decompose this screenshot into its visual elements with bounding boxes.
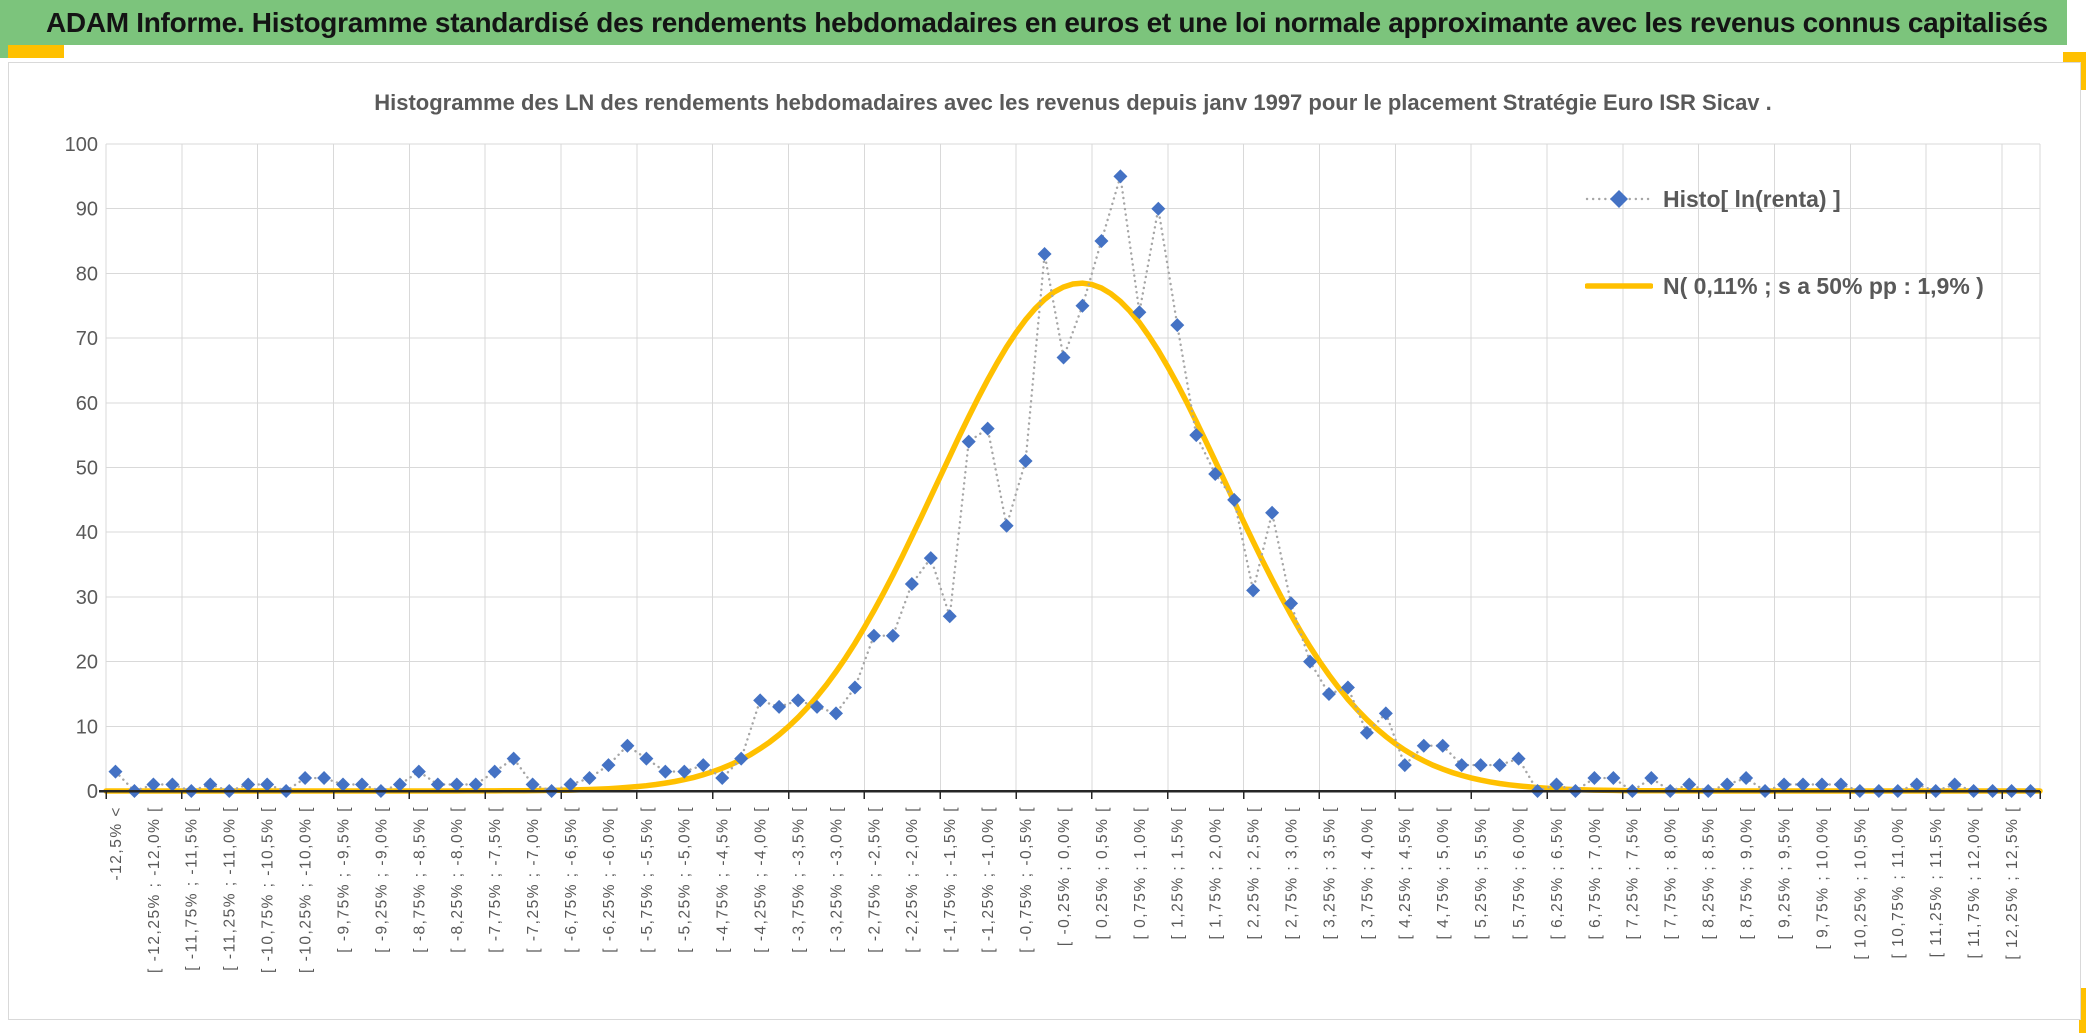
- svg-text:[ -11,25% ; -11,0% [: [ -11,25% ; -11,0% [: [222, 806, 239, 971]
- svg-text:[ -12,25% ; -12,0% [: [ -12,25% ; -12,0% [: [146, 806, 163, 973]
- diamond-dotted-line-icon: [1585, 190, 1653, 208]
- svg-text:70: 70: [76, 328, 98, 350]
- svg-text:[ -1,75% ; -1,5% [: [ -1,75% ; -1,5% [: [942, 806, 959, 953]
- svg-text:100: 100: [65, 134, 98, 156]
- svg-text:[ -9,25% ; -9,0% [: [ -9,25% ; -9,0% [: [373, 806, 390, 953]
- svg-text:[ 8,75% ; 9,0% [: [ 8,75% ; 9,0% [: [1739, 806, 1756, 939]
- svg-text:[ -8,75% ; -8,5% [: [ -8,75% ; -8,5% [: [411, 806, 428, 953]
- chart-panel[interactable]: [8, 62, 2081, 1020]
- solid-line-icon: [1585, 283, 1653, 289]
- svg-text:[ 3,75% ; 4,0% [: [ 3,75% ; 4,0% [: [1359, 806, 1376, 939]
- svg-text:[ 0,75% ; 1,0% [: [ 0,75% ; 1,0% [: [1132, 806, 1149, 939]
- svg-text:[ -1,25% ; -1,0% [: [ -1,25% ; -1,0% [: [980, 806, 997, 953]
- svg-text:[ -7,25% ; -7,0% [: [ -7,25% ; -7,0% [: [525, 806, 542, 953]
- svg-text:[ -8,25% ; -8,0% [: [ -8,25% ; -8,0% [: [449, 806, 466, 953]
- svg-text:[ -0,75% ; -0,5% [: [ -0,75% ; -0,5% [: [1018, 806, 1035, 953]
- svg-text:[ 1,75% ; 2,0% [: [ 1,75% ; 2,0% [: [1208, 806, 1225, 939]
- legend-label-normal-curve: N( 0,11% ; s a 50% pp : 1,9% ): [1663, 272, 1984, 299]
- svg-text:[ 10,25% ; 10,5% [: [ 10,25% ; 10,5% [: [1852, 806, 1869, 960]
- svg-text:20: 20: [76, 652, 98, 674]
- svg-text:[ -9,75% ; -9,5% [: [ -9,75% ; -9,5% [: [335, 806, 352, 953]
- svg-text:60: 60: [76, 393, 98, 415]
- svg-text:[ -10,75% ; -10,5% [: [ -10,75% ; -10,5% [: [260, 806, 277, 973]
- chart-title: Histogramme des LN des rendements hebdom…: [374, 90, 1772, 115]
- banner-title: ADAM Informe. Histogramme standardisé de…: [46, 7, 2048, 38]
- svg-text:[ -6,25% ; -6,0% [: [ -6,25% ; -6,0% [: [601, 806, 618, 953]
- svg-text:[ 6,25% ; 6,5% [: [ 6,25% ; 6,5% [: [1549, 806, 1566, 939]
- svg-text:[ -11,75% ; -11,5% [: [ -11,75% ; -11,5% [: [184, 806, 201, 971]
- svg-text:[ 5,75% ; 6,0% [: [ 5,75% ; 6,0% [: [1511, 806, 1528, 939]
- svg-text:[ -2,25% ; -2,0% [: [ -2,25% ; -2,0% [: [904, 806, 921, 953]
- svg-text:30: 30: [76, 587, 98, 609]
- svg-text:[ 10,75% ; 11,0% [: [ 10,75% ; 11,0% [: [1890, 806, 1907, 959]
- svg-text:90: 90: [76, 199, 98, 221]
- svg-text:[ 0,25% ; 0,5% [: [ 0,25% ; 0,5% [: [1094, 806, 1111, 939]
- gold-accent-left: [8, 45, 64, 58]
- svg-text:[ 2,25% ; 2,5% [: [ 2,25% ; 2,5% [: [1246, 806, 1263, 939]
- svg-text:[ 4,25% ; 4,5% [: [ 4,25% ; 4,5% [: [1397, 806, 1414, 939]
- svg-text:[ -5,25% ; -5,0% [: [ -5,25% ; -5,0% [: [677, 806, 694, 953]
- svg-text:-12,5% <: -12,5% <: [108, 806, 125, 880]
- svg-text:[ 8,25% ; 8,5% [: [ 8,25% ; 8,5% [: [1701, 806, 1718, 939]
- svg-text:10: 10: [76, 716, 98, 738]
- legend-item-histogram[interactable]: Histo[ ln(renta) ]: [1585, 176, 2065, 222]
- svg-text:[ -4,25% ; -4,0% [: [ -4,25% ; -4,0% [: [753, 806, 770, 953]
- svg-text:[ -4,75% ; -4,5% [: [ -4,75% ; -4,5% [: [715, 806, 732, 953]
- svg-text:[ 7,75% ; 8,0% [: [ 7,75% ; 8,0% [: [1663, 806, 1680, 939]
- svg-text:[ -5,75% ; -5,5% [: [ -5,75% ; -5,5% [: [639, 806, 656, 953]
- svg-text:[ -10,25% ; -10,0% [: [ -10,25% ; -10,0% [: [298, 806, 315, 973]
- svg-text:[ 11,25% ; 11,5% [: [ 11,25% ; 11,5% [: [1928, 806, 1945, 957]
- svg-text:[ 3,25% ; 3,5% [: [ 3,25% ; 3,5% [: [1321, 806, 1338, 939]
- svg-text:[ -7,75% ; -7,5% [: [ -7,75% ; -7,5% [: [487, 806, 504, 953]
- svg-text:50: 50: [76, 458, 98, 480]
- svg-text:[ 9,75% ; 10,0% [: [ 9,75% ; 10,0% [: [1814, 806, 1831, 950]
- svg-text:[ -0,25% ; 0,0% [: [ -0,25% ; 0,0% [: [1056, 806, 1073, 946]
- svg-text:[ -6,75% ; -6,5% [: [ -6,75% ; -6,5% [: [563, 806, 580, 953]
- svg-text:40: 40: [76, 522, 98, 544]
- svg-text:[ -2,75% ; -2,5% [: [ -2,75% ; -2,5% [: [866, 806, 883, 953]
- banner-left-strip: [0, 0, 8, 58]
- svg-text:80: 80: [76, 263, 98, 285]
- svg-text:[ 5,25% ; 5,5% [: [ 5,25% ; 5,5% [: [1473, 806, 1490, 939]
- svg-text:[ 12,25% ; 12,5% [: [ 12,25% ; 12,5% [: [2004, 806, 2021, 960]
- svg-text:[ 11,75% ; 12,0% [: [ 11,75% ; 12,0% [: [1966, 806, 1983, 959]
- svg-text:[ 6,75% ; 7,0% [: [ 6,75% ; 7,0% [: [1587, 806, 1604, 939]
- svg-text:[ 2,75% ; 3,0% [: [ 2,75% ; 3,0% [: [1283, 806, 1300, 939]
- svg-text:[ -3,25% ; -3,0% [: [ -3,25% ; -3,0% [: [828, 806, 845, 953]
- svg-text:[ -3,75% ; -3,5% [: [ -3,75% ; -3,5% [: [791, 806, 808, 953]
- svg-text:[ 7,25% ; 7,5% [: [ 7,25% ; 7,5% [: [1625, 806, 1642, 939]
- banner: ADAM Informe. Histogramme standardisé de…: [0, 0, 2067, 45]
- gold-accent-bottom-right: [2079, 988, 2086, 1033]
- svg-text:[ 9,25% ; 9,5% [: [ 9,25% ; 9,5% [: [1776, 806, 1793, 939]
- svg-text:0: 0: [87, 781, 98, 803]
- chart-legend: Histo[ ln(renta) ] N( 0,11% ; s a 50% pp…: [1585, 176, 2065, 309]
- svg-text:[ 1,25% ; 1,5% [: [ 1,25% ; 1,5% [: [1170, 806, 1187, 939]
- svg-text:[ 4,75% ; 5,0% [: [ 4,75% ; 5,0% [: [1435, 806, 1452, 939]
- legend-item-normal-curve[interactable]: N( 0,11% ; s a 50% pp : 1,9% ): [1585, 263, 2065, 309]
- legend-label-histogram: Histo[ ln(renta) ]: [1663, 185, 1841, 212]
